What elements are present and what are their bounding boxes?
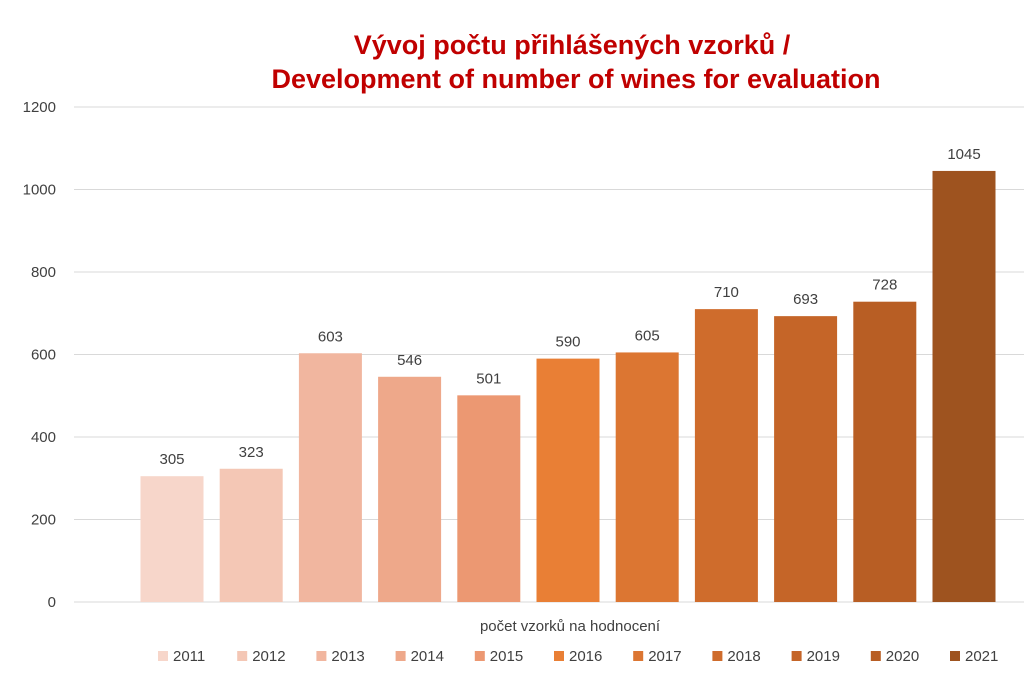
y-tick-label: 400 [31,429,56,446]
legend-item-2014: 2014 [395,648,444,665]
bar-2021 [932,170,996,602]
legend-item-2020: 2020 [870,648,919,665]
legend-item-2015: 2015 [474,648,523,665]
legend-label: 2013 [331,648,364,665]
bar-2014 [378,376,442,602]
legend-item-2021: 2021 [950,648,998,665]
legend-swatch [950,651,960,661]
data-label-2019: 693 [793,291,818,308]
x-axis-label: počet vzorků na hodnocení [480,618,661,635]
legend-swatch [237,651,248,661]
legend-label: 2019 [807,648,840,665]
legend-label: 2015 [490,648,523,665]
y-tick-label: 1000 [23,182,56,199]
bar-2012 [219,468,283,602]
data-label-2013: 603 [318,328,343,345]
bar-2020 [853,301,917,602]
chart-title: Vývoj počtu přihlášených vzorků / Develo… [271,30,880,94]
legend-label: 2011 [173,648,205,665]
legend-swatch [316,651,327,661]
bar-2016 [536,358,600,602]
legend-item-2011: 2011 [158,648,205,665]
legend-swatch [158,651,168,661]
legend-swatch [474,651,485,661]
legend-label: 2018 [727,648,760,665]
legend-label: 2017 [648,648,681,665]
bar-2019 [774,316,838,602]
legend-swatch [554,651,564,661]
data-label-2018: 710 [714,284,739,301]
legend-label: 2020 [886,648,919,665]
legend-label: 2021 [965,648,998,665]
bar-2018 [694,309,758,602]
legend-swatch [633,651,644,661]
legend-item-2019: 2019 [791,648,840,665]
data-label-2017: 605 [635,327,660,344]
bar-2015 [457,395,521,602]
y-tick-label: 1200 [23,99,56,116]
y-tick-label: 0 [48,594,56,611]
bar-2011 [140,476,204,602]
legend-item-2017: 2017 [633,648,682,665]
legend-swatch [791,651,802,661]
y-axis: 0 200 400 600 800 1000 1200 [23,99,56,611]
chart-title-line-1: Vývoj počtu přihlášených vzorků / [354,30,791,60]
data-label-2015: 501 [476,370,501,387]
bar-2013 [298,353,362,602]
data-label-2014: 546 [397,352,422,369]
y-tick-label: 800 [31,264,56,281]
legend-label: 2012 [252,648,285,665]
legend: 2011 2012 2013 2014 2015 2016 2017 2018 2019 2020… [158,648,998,665]
y-tick-label: 600 [31,347,56,364]
legend-label: 2016 [569,648,602,665]
y-tick-label: 200 [31,512,56,529]
legend-swatch [712,651,723,661]
legend-label: 2014 [411,648,444,665]
legend-swatch [870,651,881,661]
bars [140,170,996,602]
data-labels: 305 323 603 546 501 590 605 710 693 728 1045 [159,146,980,468]
chart-title-line-2: Development of number of wines for evalu… [271,64,880,94]
legend-item-2018: 2018 [712,648,761,665]
bar-2017 [615,352,679,602]
legend-item-2012: 2012 [237,648,286,665]
data-label-2020: 728 [872,277,897,294]
data-label-2012: 323 [239,444,264,461]
data-label-2011: 305 [159,451,184,468]
legend-swatch [395,651,406,661]
legend-item-2016: 2016 [554,648,602,665]
data-label-2021: 1045 [947,146,980,163]
data-label-2016: 590 [555,334,580,351]
legend-item-2013: 2013 [316,648,365,665]
